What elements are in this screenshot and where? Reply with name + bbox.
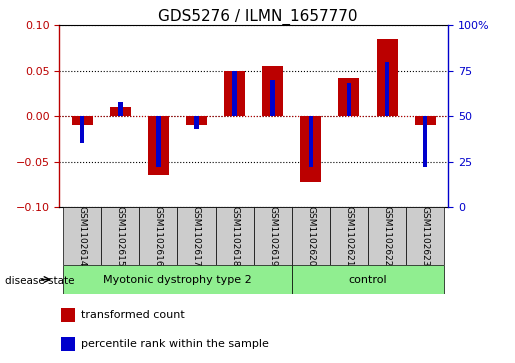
Bar <box>148 116 169 175</box>
Text: GSM1102618: GSM1102618 <box>230 205 239 266</box>
Bar <box>156 116 161 167</box>
Bar <box>292 265 444 294</box>
Bar <box>376 39 398 116</box>
Bar <box>224 71 245 116</box>
Text: GSM1102623: GSM1102623 <box>421 206 430 266</box>
Text: transformed count: transformed count <box>81 310 184 320</box>
Bar <box>215 207 253 265</box>
Text: GSM1102620: GSM1102620 <box>306 206 315 266</box>
Bar <box>253 207 292 265</box>
Bar <box>368 207 406 265</box>
Bar <box>308 116 313 167</box>
Bar <box>63 207 101 265</box>
Text: GSM1102619: GSM1102619 <box>268 205 277 266</box>
Bar <box>338 78 359 116</box>
Bar <box>232 71 237 116</box>
Text: control: control <box>349 274 387 285</box>
Bar <box>423 116 427 167</box>
Text: percentile rank within the sample: percentile rank within the sample <box>81 339 268 349</box>
Bar <box>292 207 330 265</box>
Text: GSM1102616: GSM1102616 <box>154 205 163 266</box>
Bar <box>385 62 389 116</box>
Text: GSM1102617: GSM1102617 <box>192 205 201 266</box>
Bar <box>118 102 123 116</box>
Bar <box>330 207 368 265</box>
Bar <box>186 116 207 125</box>
Text: disease state: disease state <box>5 276 75 286</box>
Bar <box>177 207 215 265</box>
Text: GSM1102614: GSM1102614 <box>78 206 87 266</box>
Bar <box>61 308 75 322</box>
Bar <box>194 116 199 129</box>
Bar <box>139 207 177 265</box>
Bar <box>300 116 321 182</box>
Bar <box>406 207 444 265</box>
Text: Myotonic dystrophy type 2: Myotonic dystrophy type 2 <box>103 274 252 285</box>
Bar <box>262 66 283 116</box>
Bar <box>72 116 93 125</box>
Bar <box>110 107 131 116</box>
Bar <box>80 116 84 143</box>
Text: GSM1102615: GSM1102615 <box>116 205 125 266</box>
Text: GSM1102622: GSM1102622 <box>383 206 391 266</box>
Text: GSM1102621: GSM1102621 <box>345 206 353 266</box>
Bar <box>101 207 139 265</box>
Bar <box>61 337 75 351</box>
Bar <box>415 116 436 125</box>
Bar <box>347 83 351 116</box>
Bar <box>270 80 275 116</box>
Text: GDS5276 / ILMN_1657770: GDS5276 / ILMN_1657770 <box>158 9 357 25</box>
Bar <box>63 265 292 294</box>
